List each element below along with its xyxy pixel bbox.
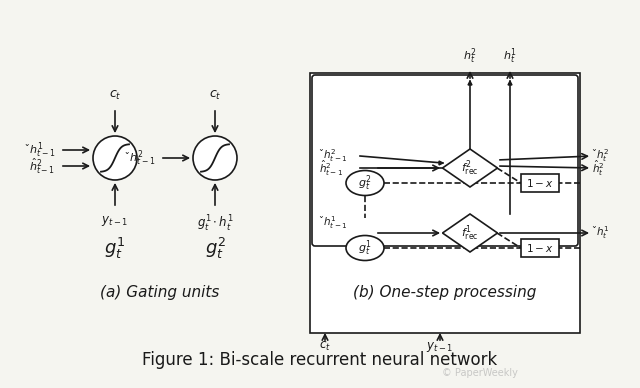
- Polygon shape: [508, 81, 512, 85]
- Text: $\hat{h}^2_{t-1}$: $\hat{h}^2_{t-1}$: [319, 158, 344, 178]
- Text: $c_t$: $c_t$: [109, 89, 122, 102]
- Text: $\check{h}^2_{t-1}$: $\check{h}^2_{t-1}$: [319, 147, 348, 165]
- Circle shape: [93, 136, 137, 180]
- Text: $\check{h}^2_t$: $\check{h}^2_t$: [592, 147, 609, 165]
- FancyBboxPatch shape: [312, 75, 578, 246]
- Text: (b) One-step processing: (b) One-step processing: [353, 286, 537, 300]
- Text: © PaperWeekly: © PaperWeekly: [442, 368, 518, 378]
- Text: $y_{t-1}$: $y_{t-1}$: [426, 340, 454, 354]
- Ellipse shape: [346, 170, 384, 196]
- Ellipse shape: [346, 236, 384, 260]
- Text: $\check{h}^1_{t-1}$: $\check{h}^1_{t-1}$: [319, 215, 348, 231]
- Text: $g^1_t$: $g^1_t$: [104, 236, 125, 261]
- Text: Figure 1: Bi-scale recurrent neural network: Figure 1: Bi-scale recurrent neural netw…: [142, 351, 498, 369]
- Circle shape: [193, 136, 237, 180]
- Text: $\hat{h}^2_t$: $\hat{h}^2_t$: [592, 158, 605, 178]
- Text: $f^2_{\rm rec}$: $f^2_{\rm rec}$: [461, 158, 479, 178]
- Text: $\check{h}^1_t$: $\check{h}^1_t$: [592, 225, 609, 241]
- Text: $\check{h}^2_{t-1}$: $\check{h}^2_{t-1}$: [125, 148, 155, 168]
- Text: $1-x$: $1-x$: [526, 242, 554, 254]
- Text: $h^1_t$: $h^1_t$: [503, 47, 517, 66]
- Polygon shape: [442, 214, 497, 252]
- Polygon shape: [442, 149, 497, 187]
- Text: $h^2_t$: $h^2_t$: [463, 47, 477, 66]
- FancyBboxPatch shape: [310, 73, 580, 333]
- Text: $f^1_{\rm rec}$: $f^1_{\rm rec}$: [461, 223, 479, 243]
- Text: $g^2_t$: $g^2_t$: [358, 173, 372, 193]
- Polygon shape: [468, 81, 472, 85]
- Text: $1-x$: $1-x$: [526, 177, 554, 189]
- Text: $\hat{h}^2_{t-1}$: $\hat{h}^2_{t-1}$: [29, 156, 55, 176]
- Text: $c_t$: $c_t$: [319, 340, 331, 353]
- Text: $g^1_t$: $g^1_t$: [358, 238, 372, 258]
- FancyBboxPatch shape: [521, 239, 559, 257]
- Text: $c_t$: $c_t$: [209, 89, 221, 102]
- Text: (a) Gating units: (a) Gating units: [100, 286, 220, 300]
- Text: $g^2_t$: $g^2_t$: [205, 236, 225, 261]
- Text: $y_{t-1}$: $y_{t-1}$: [102, 214, 129, 228]
- Text: $g^1_t \cdot h^1_t$: $g^1_t \cdot h^1_t$: [196, 214, 234, 234]
- Polygon shape: [439, 161, 443, 165]
- Text: $\check{h}^1_{t-1}$: $\check{h}^1_{t-1}$: [24, 140, 55, 160]
- FancyBboxPatch shape: [521, 174, 559, 192]
